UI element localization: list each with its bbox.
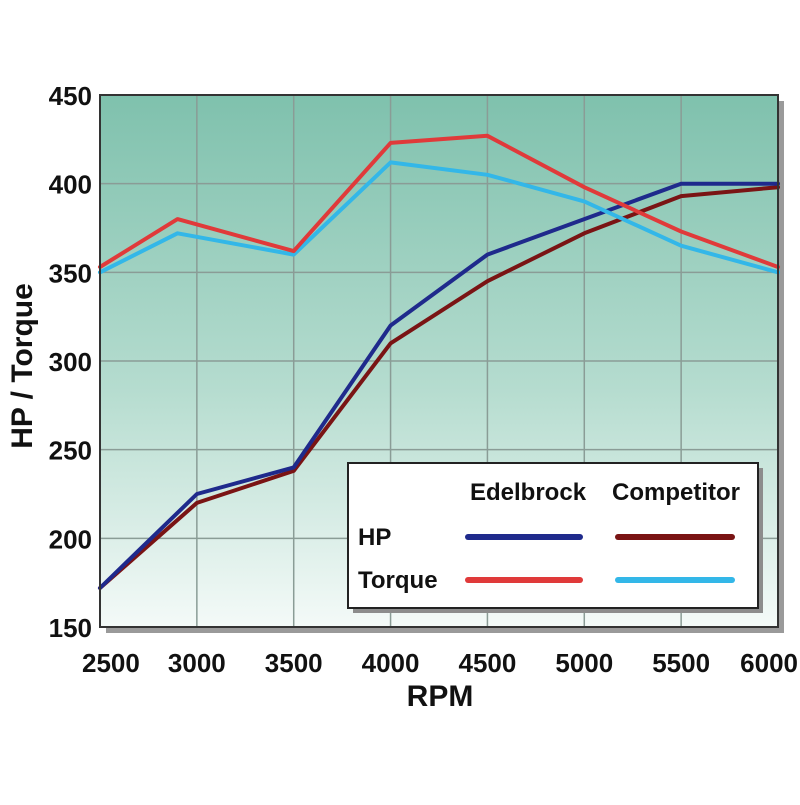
legend-row-label-hp: HP [358,524,391,551]
series-line-edelbrock-hp [98,181,780,590]
y-tick-label: 200 [49,524,92,554]
plot-frame [99,94,779,628]
series-line-edelbrock-torque [98,133,780,269]
legend-header-edelbrock: Edelbrock [470,479,587,506]
x-tick-label: 3500 [265,648,323,678]
legend-header-competitor: Competitor [612,479,740,506]
y-tick-label: 350 [49,258,92,288]
y-axis-title: HP / Torque [6,283,39,449]
x-tick-label: 5500 [652,648,710,678]
x-tick-label: 3000 [168,648,226,678]
x-tick-label: 6000 [740,648,798,678]
x-tick-label: 2500 [82,648,140,678]
x-axis-title: RPM [407,680,474,713]
series-line-competitor-torque [98,160,780,275]
x-tick-label: 4500 [459,648,517,678]
x-tick-label: 5000 [555,648,613,678]
y-tick-label: 250 [49,436,92,466]
y-tick-label: 400 [49,170,92,200]
legend-row-label-torque: Torque [358,567,438,594]
y-tick-label: 300 [49,347,92,377]
series-line-competitor-hp [98,185,780,590]
x-tick-label: 4000 [362,648,420,678]
y-tick-label: 450 [49,81,92,111]
y-tick-label: 150 [49,613,92,643]
